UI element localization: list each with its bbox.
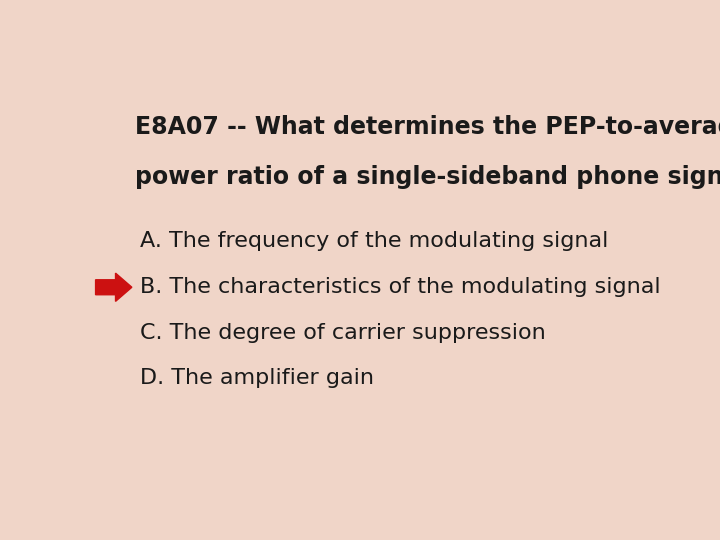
Text: power ratio of a single-sideband phone signal?: power ratio of a single-sideband phone s… — [135, 165, 720, 188]
Text: A. The frequency of the modulating signal: A. The frequency of the modulating signa… — [140, 231, 608, 251]
Text: C. The degree of carrier suppression: C. The degree of carrier suppression — [140, 322, 546, 342]
Text: D. The amplifier gain: D. The amplifier gain — [140, 368, 374, 388]
Text: E8A07 -- What determines the PEP-to-average: E8A07 -- What determines the PEP-to-aver… — [135, 114, 720, 139]
Polygon shape — [96, 273, 132, 301]
Text: B. The characteristics of the modulating signal: B. The characteristics of the modulating… — [140, 277, 661, 297]
